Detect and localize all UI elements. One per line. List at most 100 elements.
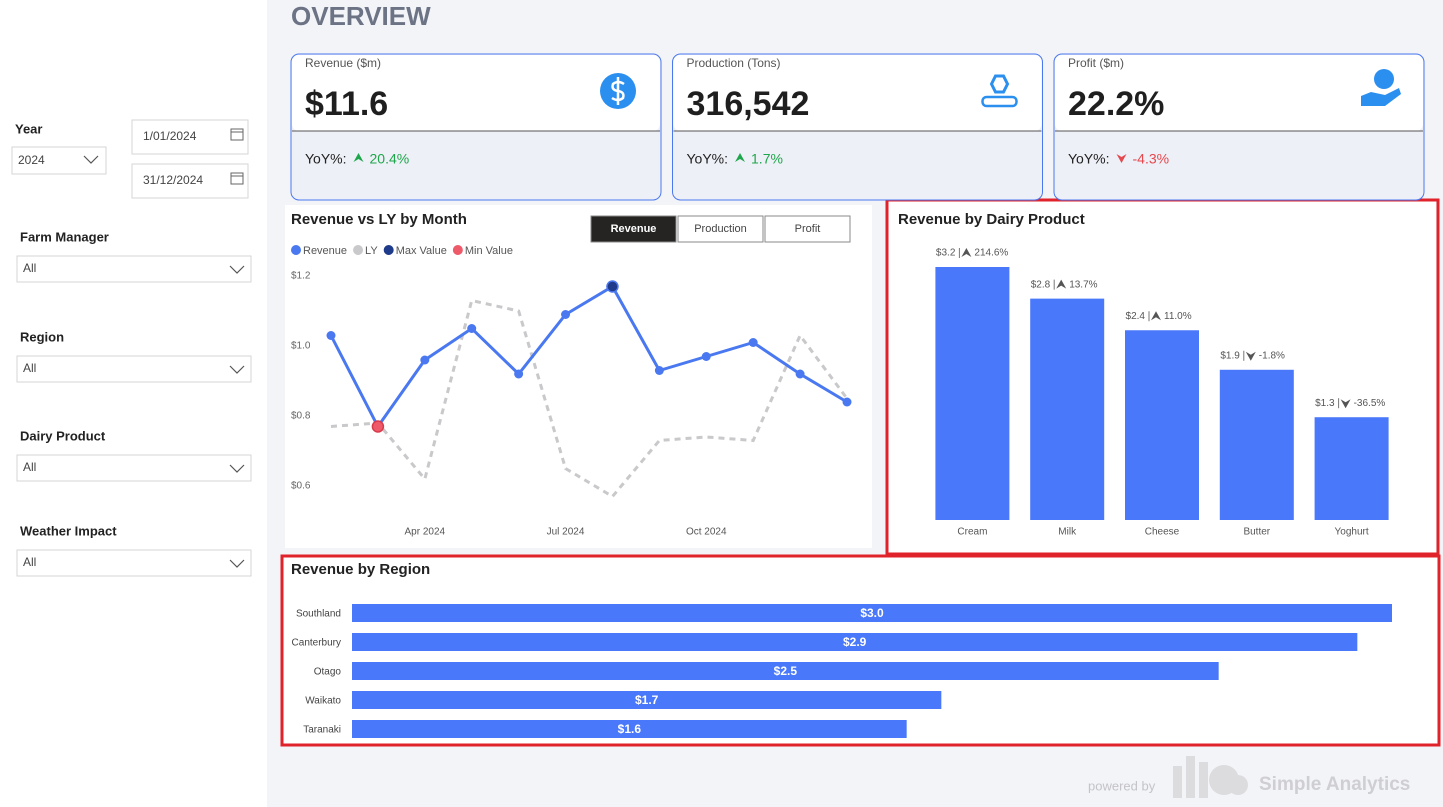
date-box[interactable] (131, 163, 249, 199)
kpi-label: Production (Tons) (687, 56, 781, 70)
brand-logo (1173, 756, 1248, 798)
legend-swatch (353, 245, 364, 255)
tab-label[interactable]: Profit (795, 223, 821, 235)
data-point (795, 369, 805, 379)
value-label: $1.6 (618, 722, 642, 736)
value-label: $2.9 (843, 635, 867, 649)
chevron[interactable] (229, 365, 245, 374)
value-label: $1.9 (1220, 350, 1240, 361)
calendar-icon[interactable] (230, 128, 244, 141)
data-point (467, 324, 477, 333)
data-point (514, 369, 524, 379)
chart-title: Revenue by Region (291, 561, 430, 578)
bar (352, 691, 942, 709)
y-tick-label: $1.0 (291, 341, 311, 352)
slicer-box[interactable] (16, 454, 252, 482)
slicer-label: Region (20, 329, 64, 344)
calendar-icon[interactable] (230, 172, 244, 185)
x-tick-label: Apr 2024 (405, 527, 446, 538)
value-label: $1.7 (635, 693, 659, 707)
bar (1314, 417, 1389, 520)
line-panel (285, 205, 872, 548)
highlight-box (280, 554, 1441, 747)
bar (1030, 298, 1105, 520)
start-date-value[interactable]: 1/01/2024 (143, 129, 197, 143)
end-date[interactable]: 31/12/2024 (131, 163, 249, 199)
slicer-box[interactable] (16, 355, 252, 383)
tab-label[interactable]: Revenue (611, 223, 657, 235)
bar (1219, 369, 1294, 520)
tab-button[interactable] (677, 215, 764, 243)
start-date[interactable]: 1/01/2024 (131, 119, 249, 155)
data-point (420, 355, 430, 365)
yoy-label: 13.7% (1069, 279, 1097, 290)
x-tick-label: Milk (1058, 527, 1077, 538)
series-line (330, 298, 849, 499)
tab-button[interactable] (590, 215, 677, 243)
kpi-yoy: 1.7% (751, 151, 783, 167)
slicer-value[interactable]: All (23, 261, 36, 275)
arrow-up (735, 153, 746, 162)
value-label: $3.2 (936, 248, 956, 259)
bar (352, 662, 1219, 680)
chevron[interactable] (83, 155, 99, 164)
value-label: $2.8 (1031, 279, 1051, 290)
kpi-yoy: 20.4% (370, 151, 410, 167)
data-point (561, 310, 571, 319)
data-point (326, 331, 336, 340)
slicer-value[interactable]: All (23, 361, 36, 375)
chevron[interactable] (229, 265, 245, 274)
year-value[interactable]: 2024 (18, 153, 45, 167)
y-tick-label: Taranaki (303, 725, 341, 736)
y-tick-label: $1.2 (291, 271, 311, 282)
chart-title: Revenue by Dairy Product (898, 211, 1085, 228)
x-tick-label: Cream (957, 527, 987, 538)
powered-by: powered by (1088, 778, 1156, 793)
tab-button[interactable] (764, 215, 851, 243)
bar (935, 267, 1010, 520)
kpi-label: Revenue ($m) (305, 56, 381, 70)
y-tick-label: $0.8 (291, 411, 311, 422)
data-point (654, 366, 664, 375)
logo-bar (1199, 762, 1208, 798)
kpi-value: $11.6 (305, 85, 388, 123)
tab-label[interactable]: Production (694, 223, 747, 235)
dropdown-box[interactable] (11, 146, 107, 175)
yoy-label: -1.8% (1259, 350, 1285, 361)
legend-label: Min Value (465, 245, 513, 257)
arrow-up (1056, 279, 1067, 289)
legend-label: LY (365, 245, 378, 257)
kpi-card-top (292, 55, 660, 131)
slicer-box[interactable] (16, 549, 252, 577)
arrow-up (961, 248, 972, 257)
chevron[interactable] (229, 559, 245, 568)
y-tick-label: $0.6 (291, 481, 311, 492)
page-title: OVERVIEW (291, 1, 431, 31)
y-tick-label: Waikato (305, 696, 341, 707)
value-label: $3.0 (860, 606, 884, 620)
logo-bar (1186, 756, 1195, 798)
slicer-box[interactable] (16, 255, 252, 283)
data-point (701, 352, 711, 361)
bar (352, 720, 907, 738)
kpi-icon (981, 95, 1018, 108)
x-tick-label: Yoghurt (1335, 527, 1369, 538)
y-tick-label: Otago (314, 667, 342, 678)
kpi-value: 316,542 (687, 85, 810, 123)
year-dropdown[interactable]: 2024 (11, 146, 107, 175)
chevron[interactable] (229, 464, 245, 473)
x-tick-label: Butter (1243, 527, 1270, 538)
slicer-label: Dairy Product (20, 428, 106, 443)
kpi-label: Profit ($m) (1068, 56, 1124, 70)
value-label: $2.5 (774, 664, 798, 678)
arrow-up (1151, 311, 1161, 321)
legend-swatch (383, 245, 394, 255)
slicer-value[interactable]: All (23, 555, 36, 569)
kpi-yoy-label: YoY%: (687, 151, 729, 167)
date-box[interactable] (131, 119, 249, 155)
slicer-label: Weather Impact (20, 523, 117, 538)
end-date-value[interactable]: 31/12/2024 (143, 173, 203, 187)
slicer-value[interactable]: All (23, 460, 36, 474)
arrow-down (1340, 399, 1351, 409)
kpi-card-top (1055, 55, 1423, 131)
